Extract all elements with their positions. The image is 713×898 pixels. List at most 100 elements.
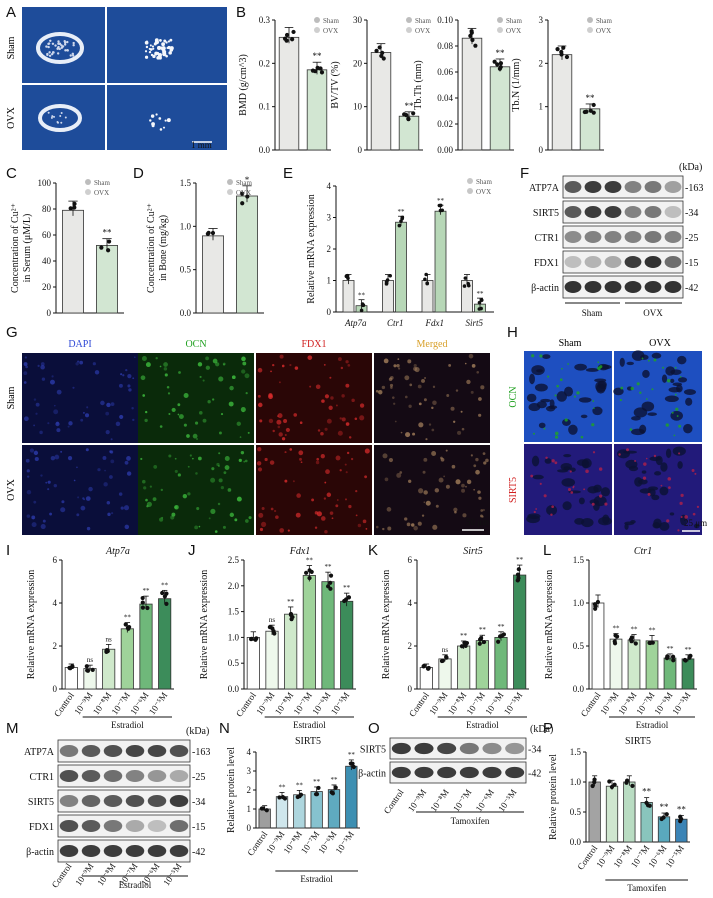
signal-spot [198,456,202,461]
data-point [205,231,210,236]
trabecula [60,112,63,115]
kda-label: -34 [192,797,205,808]
signal-spot [651,388,654,391]
signal-spot [182,494,188,499]
signal-spot [538,422,546,429]
signal-spot [680,515,683,519]
y-axis-title: Relative protein level [548,754,559,840]
signal-spot [83,498,86,501]
signal-spot [241,369,246,374]
signal-spot [660,484,663,487]
signal-spot [480,385,485,390]
blot-band [169,770,189,782]
signal-spot [418,422,424,428]
signal-spot [212,398,215,401]
signal-spot [60,507,66,513]
signal-spot [257,447,262,452]
gene-title: Ctr1 [634,546,652,557]
blot-band [604,281,622,293]
data-point [630,783,635,788]
signal-spot [257,467,263,472]
signal-spot [641,401,655,412]
data-point [277,795,282,800]
chart-title: SIRT5 [295,736,321,747]
signal-spot [530,474,534,478]
trabecula [144,55,149,59]
panel-letter-a: A [6,4,16,21]
signal-spot [317,429,321,432]
blot-band [604,231,622,243]
bar [246,637,260,690]
signal-spot [284,433,287,437]
signal-spot [431,406,434,410]
signal-spot [199,375,202,379]
signal-spot [599,494,603,498]
signal-spot [600,487,610,497]
signal-spot [531,455,540,467]
data-point [90,667,95,672]
blot-band [482,742,502,755]
signal-spot [100,400,105,406]
signal-spot [346,451,350,455]
column-label: DAPI [68,339,91,350]
signal-spot [677,529,680,532]
signal-spot [105,430,110,435]
data-point [351,764,356,770]
signal-spot [208,517,211,520]
blot-band [59,745,79,757]
x-tick-label: Sirt5 [465,318,483,328]
legend-label: Sham [94,179,111,187]
signal-spot [425,438,428,441]
signal-spot [277,425,281,429]
bar [342,280,355,313]
significance: ** [405,101,415,111]
signal-spot [604,502,608,506]
data-point [123,622,128,627]
signal-spot [580,414,588,419]
lane-label: 10⁻⁸M [95,861,117,887]
signal-spot [674,366,677,369]
signal-spot [325,469,330,475]
blot-band [584,181,602,193]
trabecula [161,46,166,51]
y-tick-label: 2.0 [228,581,240,591]
signal-spot [670,369,682,376]
signal-spot [25,458,30,463]
data-point [330,791,335,796]
signal-spot [155,357,158,360]
y-axis-title: Relative mRNA expression [544,570,555,679]
signal-spot [417,521,422,526]
row-label: Sham [6,386,17,409]
significance: ** [124,614,132,622]
signal-spot [47,480,51,484]
y-tick-label: 1.0 [573,598,585,608]
blot-band [584,281,602,293]
data-point [516,567,521,572]
signal-spot [409,383,413,387]
data-point [72,205,77,210]
signal-spot [23,371,28,376]
x-tick-label: Atp7a [344,318,367,328]
signal-spot [381,385,386,390]
trabecula [46,53,49,57]
blot-band [482,766,502,779]
x-tick-label: 10⁻⁶M [128,690,150,716]
signal-spot [77,496,80,499]
data-point [612,641,618,646]
bar [236,195,258,314]
signal-spot [551,505,554,509]
signal-spot [259,527,264,532]
signal-spot [53,409,59,415]
panel-m-lanes: Control 10⁻⁹M 10⁻⁸M 10⁻⁷M 10⁻⁶M 10⁻⁵MEstradio… [50,861,188,890]
trabecula [50,116,53,119]
trabecula [61,45,65,48]
legend-marker [467,178,473,184]
data-point [592,777,597,782]
signal-spot [35,402,40,407]
trabecula [158,117,162,120]
signal-spot [383,358,389,364]
bar [64,667,78,690]
significance: ns [87,656,94,664]
signal-spot [321,399,325,403]
signal-spot [394,420,397,423]
